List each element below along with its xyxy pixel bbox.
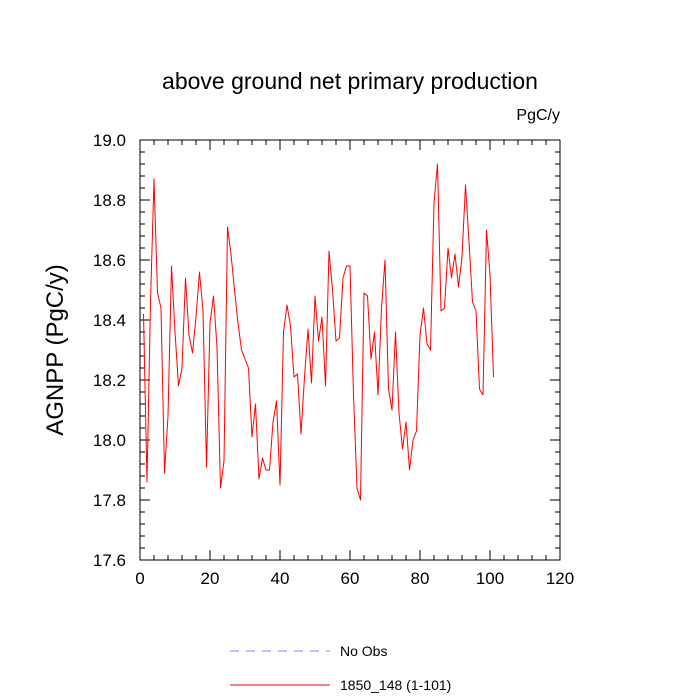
y-axis-label: AGNPP (PgC/y) [42, 264, 69, 436]
x-tick-label: 0 [135, 569, 144, 588]
y-tick-label: 18.4 [93, 311, 126, 330]
x-tick-label: 20 [201, 569, 220, 588]
axis-tick-labels: 0 20 40 60 80 100 120 17.6 17.8 18.0 18.2 18.4 18.6 1… [93, 131, 574, 588]
axis-ticks [139, 139, 561, 561]
plot-frame [139, 139, 561, 561]
y-tick-label: 18.6 [93, 251, 126, 270]
x-tick-label: 80 [411, 569, 430, 588]
x-tick-label: 60 [341, 569, 360, 588]
y-tick-label: 18.8 [93, 191, 126, 210]
y-tick-label: 17.8 [93, 491, 126, 510]
series-lines [143, 163, 494, 501]
legend-label-series: 1850_148 (1-101) [340, 677, 452, 693]
y-tick-label: 18.2 [93, 371, 126, 390]
series-line [143, 163, 494, 501]
units-label: PgC/y [516, 107, 560, 124]
y-tick-label: 18.0 [93, 431, 126, 450]
x-tick-label: 100 [476, 569, 504, 588]
chart-title: above ground net primary production [162, 68, 538, 94]
y-tick-label: 19.0 [93, 131, 126, 150]
x-tick-label: 40 [271, 569, 290, 588]
x-tick-label: 120 [546, 569, 574, 588]
legend-lines [230, 650, 330, 686]
y-tick-label: 17.6 [93, 551, 126, 570]
legend-label-no-obs: No Obs [340, 643, 388, 659]
